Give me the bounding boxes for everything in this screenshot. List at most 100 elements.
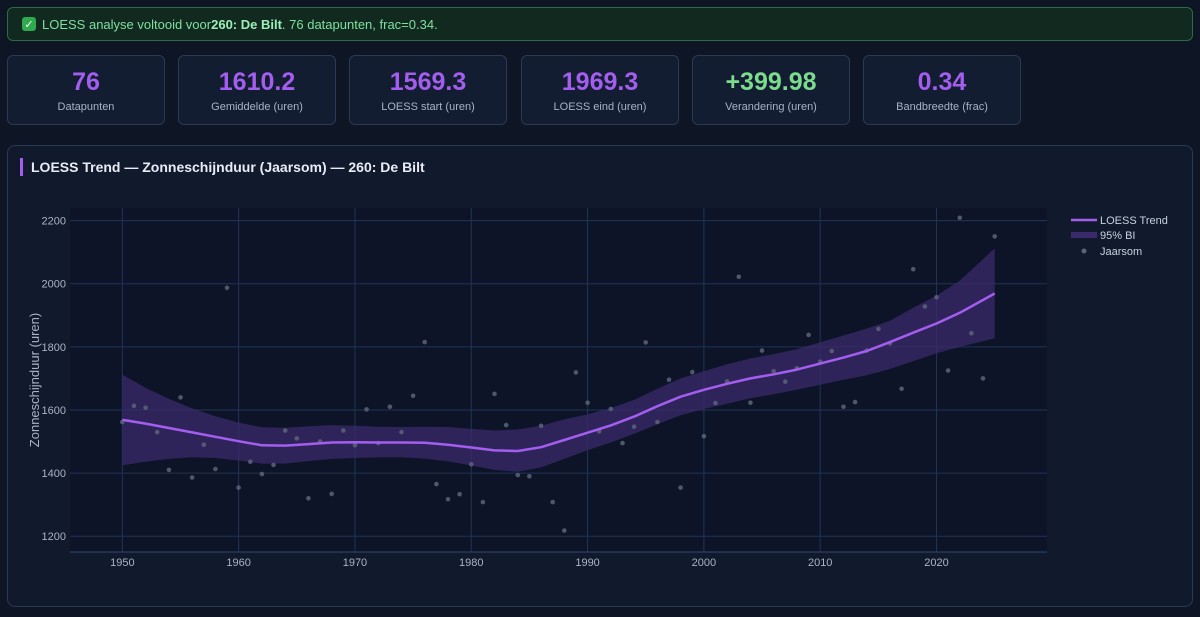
stat-card-gemiddelde: 1610.2 Gemiddelde (uren): [178, 55, 336, 125]
data-point[interactable]: [852, 399, 858, 405]
data-point[interactable]: [131, 403, 137, 409]
data-point[interactable]: [980, 376, 986, 381]
data-point[interactable]: [201, 442, 207, 448]
data-point[interactable]: [352, 443, 358, 448]
data-point[interactable]: [329, 491, 335, 497]
stat-value: 1610.2: [218, 68, 296, 96]
data-point[interactable]: [562, 528, 567, 533]
data-point[interactable]: [631, 424, 637, 430]
data-point[interactable]: [224, 285, 230, 291]
data-point[interactable]: [434, 481, 439, 487]
stat-label: Gemiddelde (uren): [211, 101, 303, 113]
data-point[interactable]: [655, 419, 660, 425]
data-point[interactable]: [620, 440, 625, 446]
data-point[interactable]: [690, 369, 695, 375]
data-point[interactable]: [515, 472, 521, 478]
data-point[interactable]: [992, 234, 997, 239]
data-point[interactable]: [410, 393, 416, 399]
data-point[interactable]: [248, 459, 253, 465]
data-point[interactable]: [364, 407, 369, 412]
data-point[interactable]: [538, 423, 544, 429]
stat-card-loess-eind: 1969.3 LOESS eind (uren): [521, 55, 679, 125]
data-point[interactable]: [213, 466, 218, 472]
stat-card-loess-start: 1569.3 LOESS start (uren): [349, 55, 507, 125]
data-point[interactable]: [154, 429, 160, 435]
data-point[interactable]: [399, 429, 404, 435]
data-point[interactable]: [678, 485, 683, 490]
data-point[interactable]: [759, 348, 765, 353]
x-tick-label: 1980: [459, 557, 483, 569]
data-point[interactable]: [841, 404, 846, 410]
y-tick-label: 1400: [42, 468, 66, 480]
data-point[interactable]: [445, 497, 451, 502]
legend-points-label[interactable]: Jaarsom: [1100, 246, 1142, 258]
data-point[interactable]: [457, 491, 462, 497]
data-point[interactable]: [736, 274, 742, 280]
stat-label: LOESS start (uren): [381, 101, 475, 113]
data-point[interactable]: [527, 474, 532, 479]
data-point[interactable]: [259, 471, 265, 477]
data-point[interactable]: [341, 428, 346, 433]
data-point[interactable]: [282, 428, 288, 433]
data-point[interactable]: [783, 379, 788, 384]
data-point[interactable]: [666, 377, 672, 383]
banner-suffix: . 76 datapunten, frac=0.34.: [281, 16, 438, 32]
stat-card-verandering: +399.98 Verandering (uren): [692, 55, 850, 125]
data-point[interactable]: [934, 295, 939, 300]
data-point[interactable]: [492, 391, 497, 397]
legend-trend-label[interactable]: LOESS Trend: [1100, 215, 1168, 227]
stat-label: Bandbreedte (frac): [896, 101, 988, 113]
stat-label: LOESS eind (uren): [553, 101, 647, 113]
x-tick-label: 1990: [575, 557, 599, 569]
data-point[interactable]: [503, 422, 509, 428]
data-point[interactable]: [876, 326, 881, 332]
stat-value: +399.98: [725, 68, 817, 96]
data-point[interactable]: [910, 266, 916, 272]
data-point[interactable]: [143, 405, 148, 411]
y-tick-label: 1800: [42, 342, 66, 354]
data-point[interactable]: [306, 496, 311, 501]
data-point[interactable]: [469, 462, 474, 467]
data-point[interactable]: [422, 339, 428, 345]
stat-value: 1969.3: [561, 68, 639, 96]
data-point[interactable]: [550, 499, 555, 505]
data-point[interactable]: [957, 215, 963, 221]
legend-band-label[interactable]: 95% BI: [1100, 230, 1135, 242]
loess-trend-line[interactable]: [122, 292, 996, 453]
data-point[interactable]: [713, 400, 718, 406]
data-point[interactable]: [643, 340, 648, 345]
stat-label: Datapunten: [57, 101, 115, 113]
data-point[interactable]: [829, 348, 835, 354]
y-tick-label: 2000: [42, 279, 66, 291]
stat-value: 1569.3: [389, 68, 467, 96]
banner-prefix: LOESS analyse voltooid voor: [42, 16, 212, 32]
x-tick-label: 1950: [110, 557, 134, 569]
data-point[interactable]: [748, 400, 753, 406]
data-point[interactable]: [899, 386, 904, 392]
data-point[interactable]: [573, 370, 579, 375]
success-banner: ✓ LOESS analyse voltooid voor 260: De Bi…: [7, 7, 1193, 41]
data-point[interactable]: [945, 368, 951, 373]
data-point[interactable]: [271, 462, 276, 468]
data-point[interactable]: [608, 406, 614, 412]
data-point[interactable]: [236, 485, 241, 490]
data-point[interactable]: [585, 400, 590, 406]
data-point[interactable]: [178, 395, 183, 400]
data-point[interactable]: [806, 332, 811, 338]
data-point[interactable]: [969, 331, 974, 336]
stat-card-bandbreedte: 0.34 Bandbreedte (frac): [863, 55, 1021, 125]
data-point[interactable]: [922, 304, 928, 309]
data-point[interactable]: [189, 475, 195, 480]
data-point[interactable]: [480, 499, 486, 505]
stat-label: Verandering (uren): [725, 101, 817, 113]
data-point[interactable]: [294, 436, 300, 441]
stat-card-datapunten: 76 Datapunten: [7, 55, 165, 125]
data-point[interactable]: [166, 467, 172, 473]
y-tick-label: 1600: [42, 405, 66, 417]
x-tick-label: 1960: [226, 557, 250, 569]
data-point[interactable]: [387, 404, 393, 410]
check-icon: ✓: [22, 17, 36, 31]
data-point[interactable]: [771, 368, 776, 374]
data-point[interactable]: [701, 433, 707, 439]
